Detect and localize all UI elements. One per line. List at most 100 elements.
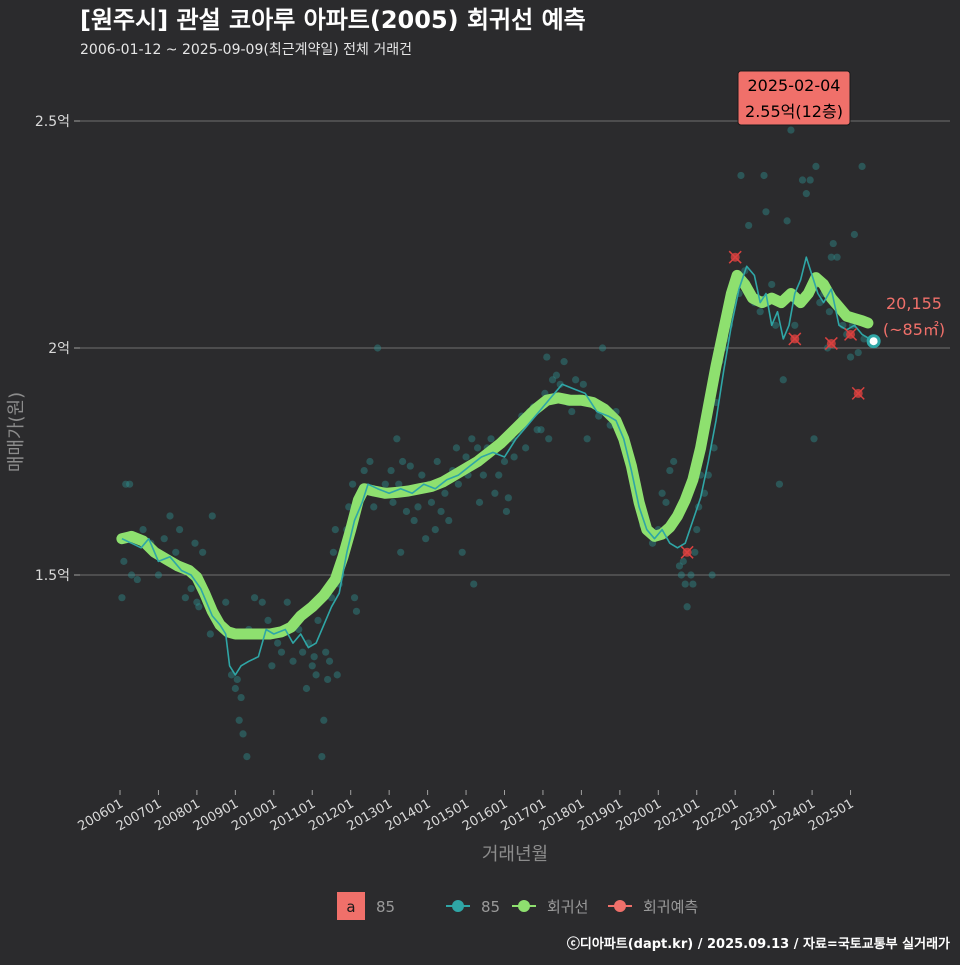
scatter-point-50	[324, 675, 332, 684]
scatter-point-40	[299, 648, 307, 656]
scatter-point-177	[762, 208, 770, 216]
scatter-point-25	[233, 675, 241, 684]
prediction-marker-3	[824, 336, 838, 350]
scatter-point-82	[414, 503, 422, 511]
prediction-cross-b-0	[680, 545, 694, 559]
scatter-point-154	[687, 571, 695, 579]
scatter-point-38	[289, 657, 297, 665]
scatter-point-118	[537, 426, 545, 434]
scatter-point-162	[708, 571, 716, 579]
scatter-point-120	[543, 353, 551, 361]
scatter-point-83	[418, 471, 426, 479]
scatter-point-17	[195, 603, 203, 611]
scatter-point-46	[314, 616, 322, 625]
prediction-marker-4	[844, 327, 858, 341]
scatter-point-43	[308, 662, 316, 670]
scatter-point-28	[239, 730, 247, 738]
scatter-point-117	[533, 426, 541, 434]
scatter-point-107	[500, 457, 509, 466]
prediction-cross-b-4	[844, 327, 858, 341]
y-tick-label-0: 1.5억	[35, 568, 70, 584]
scatter-point-9	[160, 535, 168, 543]
legend-label-85: 85	[481, 898, 500, 916]
scatter-point-195	[825, 308, 834, 316]
scatter-point-93	[452, 444, 461, 452]
scatter-point-24	[231, 684, 239, 693]
scatter-point-74	[389, 498, 397, 506]
moving-average-line	[121, 256, 871, 676]
scatter-point-179	[768, 280, 776, 289]
scatter-point-13	[181, 594, 189, 602]
prediction-cross-b-2	[788, 332, 802, 346]
scatter-point-33	[264, 616, 272, 625]
prediction-marker-5	[851, 386, 865, 400]
scatter-point-34	[268, 662, 276, 670]
scatter-point-35	[274, 639, 282, 647]
x-axis-ticks: 2006012007012008012009012010012011012012…	[76, 790, 857, 834]
scatter-point-99	[470, 580, 478, 588]
scatter-point-2	[122, 480, 130, 488]
scatter-point-5	[133, 575, 141, 584]
scatter-point-32	[258, 598, 266, 606]
scatter-point-149	[675, 562, 684, 570]
scatter-point-63	[350, 594, 359, 602]
scatter-point-184	[787, 126, 795, 134]
scatter-point-157	[693, 526, 701, 534]
scatter-point-1	[120, 557, 128, 565]
scatter-point-153	[683, 603, 691, 611]
scatter-point-75	[393, 435, 401, 443]
prediction-markers	[680, 250, 865, 559]
scatter-point-8	[154, 571, 163, 579]
scatter-point-95	[458, 548, 466, 556]
legend-label-regression: 회귀선	[547, 898, 588, 916]
scatter-point-134	[598, 344, 607, 352]
scatter-point-49	[322, 648, 330, 656]
scatter-point-22	[222, 598, 230, 606]
prediction-marker-1	[728, 250, 742, 264]
scatter-point-90	[441, 489, 449, 497]
scatter-point-20	[208, 512, 216, 520]
scatter-point-102	[479, 471, 487, 479]
scatter-point-122	[548, 376, 557, 384]
scatter-point-206	[858, 162, 866, 170]
scatter-point-176	[760, 171, 768, 180]
scatter-point-45	[312, 671, 320, 679]
legend: a 85 85 회귀선 회귀예측	[337, 892, 698, 920]
scatter-point-123	[552, 371, 561, 379]
scatter-point-185	[791, 321, 799, 329]
x-axis-title: 거래년월	[482, 844, 548, 865]
scatter-point-14	[187, 585, 195, 593]
prediction-cross-b-1	[728, 250, 742, 264]
scatter-point-198	[833, 253, 841, 261]
scatter-point-180	[771, 321, 780, 329]
scatter-point-101	[475, 498, 484, 506]
legend-box-text: 85	[376, 898, 395, 916]
scatter-point-31	[250, 594, 259, 602]
scatter-point-68	[366, 457, 374, 466]
prediction-cross-b-5	[851, 386, 865, 400]
scatter-point-19	[206, 630, 214, 638]
scatter-point-191	[812, 162, 820, 170]
scatter-point-37	[283, 598, 291, 606]
chart-subtitle: 2006-01-12 ~ 2025-09-09(최근계약일) 전체 거래건	[80, 42, 412, 58]
scatter-point-98	[468, 435, 476, 443]
scatter-point-204	[850, 230, 858, 239]
scatter-point-156	[691, 548, 699, 556]
last-area-label: (~85㎡)	[883, 320, 945, 339]
y-tick-label-2: 2.5억	[35, 114, 70, 130]
scatter-point-104	[487, 435, 495, 443]
scatter-point-106	[495, 471, 503, 479]
scatter-point-105	[491, 489, 499, 497]
scatter-point-124	[556, 380, 564, 388]
scatter-point-27	[237, 693, 245, 702]
scatter-point-131	[583, 435, 591, 443]
annotation-box	[737, 70, 851, 126]
scatter-point-4	[127, 571, 136, 579]
scatter-point-69	[370, 503, 378, 511]
last-point-marker	[866, 334, 881, 349]
scatter-point-62	[349, 480, 357, 488]
scatter-point-87	[431, 526, 439, 534]
last-price-label: 20,155	[886, 294, 942, 313]
scatter-point-16	[193, 598, 201, 606]
scatter-point-133	[595, 412, 603, 420]
